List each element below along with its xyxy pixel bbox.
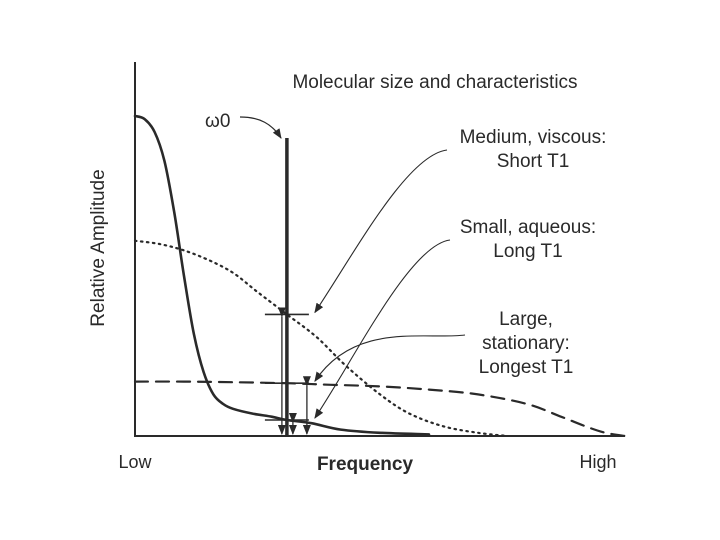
x-tick-low: Low	[118, 452, 152, 472]
annotation-layer: Medium, viscous: Short T1 Small, aqueous: L…	[314, 127, 607, 419]
annotation-1-line-2: Short T1	[497, 151, 570, 172]
omega0-label: ω0	[205, 111, 230, 132]
series-line-dotted	[133, 239, 509, 438]
marker-layer	[239, 116, 311, 436]
annotation-3-line-1: Large,	[499, 309, 553, 330]
series-line-solid	[133, 114, 431, 436]
series-layer	[133, 114, 627, 438]
y-axis-label: Relative Amplitude	[88, 169, 109, 326]
annotation-3-line-2: stationary:	[482, 333, 570, 354]
chart-title: Molecular size and characteristics	[292, 72, 577, 93]
annotation-2-leader-arrow	[314, 239, 451, 419]
annotation-1-leader-arrow	[314, 149, 448, 314]
omega0-pointer-arrow	[239, 116, 282, 139]
annotation-2-line-1: Small, aqueous:	[460, 217, 596, 238]
annotation-3-line-3: Longest T1	[479, 357, 574, 378]
annotation-3-leader-arrow	[314, 334, 466, 383]
annotation-1-line-1: Medium, viscous:	[460, 127, 607, 148]
x-axis-label: Frequency	[317, 454, 414, 475]
x-tick-high: High	[579, 452, 616, 472]
series-line-dashed	[133, 380, 627, 438]
annotation-2-line-2: Long T1	[493, 241, 562, 262]
